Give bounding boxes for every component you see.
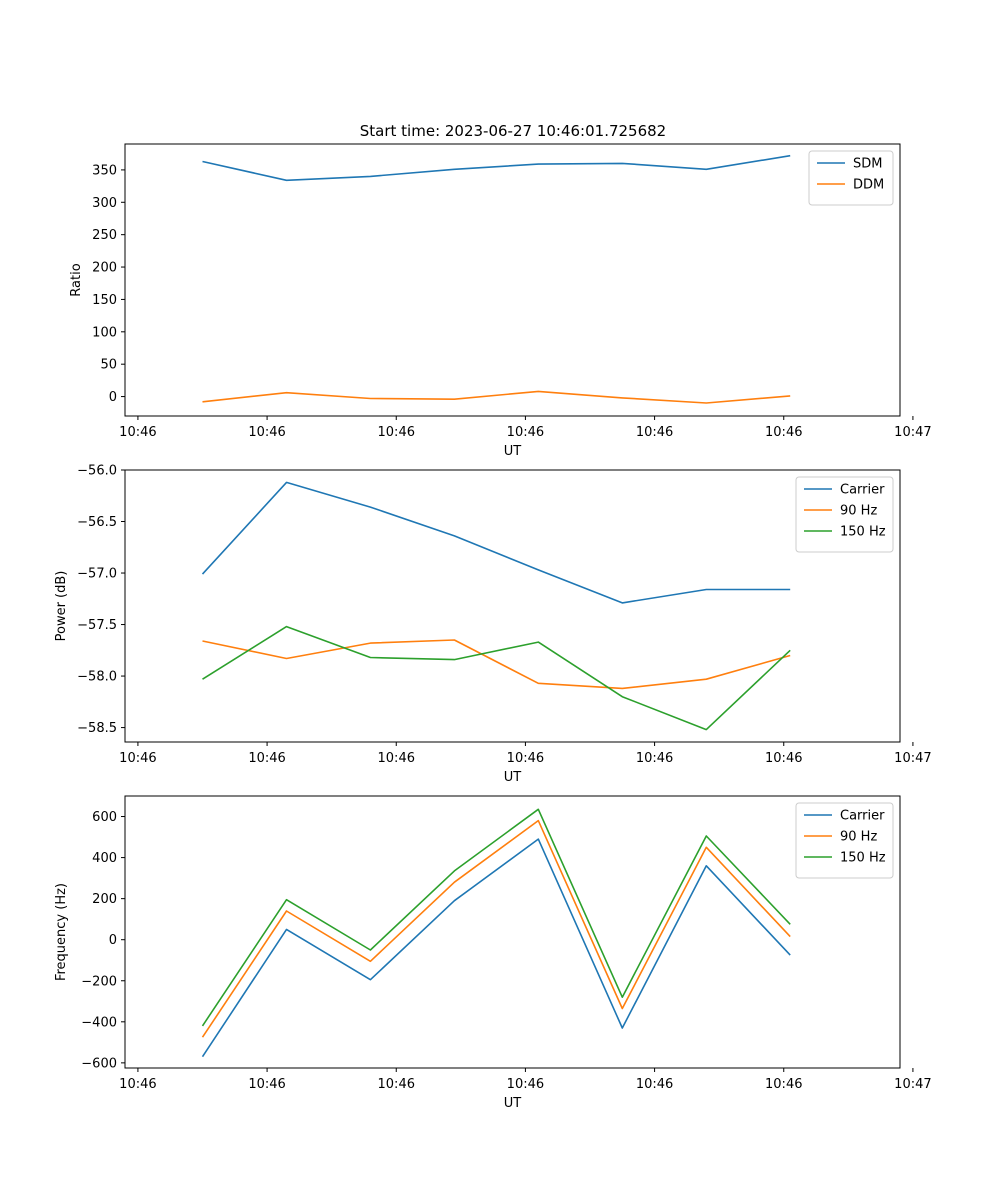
series-line-ddm [202,390,791,404]
y-tick-label: 100 [92,325,117,340]
x-tick-label: 10:46 [636,751,673,766]
y-tick-label: 200 [92,892,117,907]
y-tick-label: −58.0 [77,670,117,685]
series-line-90-hz [201,819,791,1038]
legend-label: 150 Hz [840,525,886,540]
y-tick-label: 350 [92,163,117,178]
axes-frame [124,469,901,743]
power-chart: 10:46 10:46 10:46 10:46 10:46 10:46 10:47 −58.5… [54,464,932,786]
x-tick-label: 10:46 [119,1077,156,1092]
series-line-90-hz [202,639,791,690]
y-tick-label: 50 [100,358,117,373]
x-tick-label: 10:47 [894,425,931,440]
y-tick-label: −57.5 [77,618,117,633]
legend-label: 90 Hz [840,504,877,519]
x-tick-label: 10:46 [248,1077,285,1092]
series-line-150-hz [202,625,791,731]
y-tick-label: −57.0 [77,567,117,582]
figure-title: Start time: 2023-06-27 10:46:01.725682 [360,122,666,140]
x-tick-label: 10:46 [507,1077,544,1092]
series-line-carrier [201,481,791,604]
x-tick-label: 10:46 [378,425,415,440]
y-tick-label: 200 [92,261,117,276]
y-axis-label: Frequency (Hz) [54,883,69,981]
y-tick-label: 300 [92,196,117,211]
y-tick-label: 600 [92,810,117,825]
ratio-chart: 10:46 10:46 10:46 10:46 10:46 10:46 10:47 0 50 10… [69,143,932,459]
x-tick-label: 10:46 [507,425,544,440]
y-tick-label: −58.5 [77,721,117,736]
x-tick-label: 10:46 [248,751,285,766]
x-tick-label: 10:46 [378,1077,415,1092]
y-tick-label: −400 [81,1015,117,1030]
x-axis-label: UT [504,444,522,459]
x-tick-label: 10:46 [765,425,802,440]
axes-frame [124,143,901,417]
y-tick-label: −56.5 [77,515,117,530]
series-line-150-hz [201,808,791,1027]
x-tick-label: 10:46 [765,1077,802,1092]
x-tick-label: 10:47 [894,1077,931,1092]
series-line-carrier [201,838,791,1058]
x-tick-label: 10:46 [636,425,673,440]
legend-label: SDM [853,157,882,172]
x-tick-label: 10:46 [119,425,156,440]
legend-label: 150 Hz [840,851,886,866]
legend-label: DDM [853,178,884,193]
x-tick-label: 10:46 [507,751,544,766]
y-tick-label: −200 [81,974,117,989]
y-axis-label: Power (dB) [54,571,69,642]
x-tick-label: 10:46 [248,425,285,440]
x-tick-label: 10:46 [378,751,415,766]
axes-frame [124,795,901,1069]
x-axis-label: UT [504,1096,522,1111]
frequency-chart: 10:46 10:46 10:46 10:46 10:46 10:46 10:47 −600 −… [54,795,932,1111]
legend-label: Carrier [840,483,885,498]
y-tick-label: 0 [109,390,117,405]
y-tick-label: 400 [92,851,117,866]
x-tick-label: 10:47 [894,751,931,766]
y-tick-label: 0 [109,933,117,948]
y-tick-label: 150 [92,293,117,308]
x-tick-label: 10:46 [636,1077,673,1092]
legend-box [795,802,894,879]
legend: Carrier 90 Hz 150 Hz [795,476,894,553]
x-axis-label: UT [504,770,522,785]
y-tick-label: 250 [92,228,117,243]
series-line-sdm [202,154,791,182]
legend-label: 90 Hz [840,830,877,845]
x-tick-label: 10:46 [119,751,156,766]
y-axis-label: Ratio [69,263,84,296]
y-tick-label: −56.0 [77,464,117,479]
legend: SDM DDM [808,150,894,206]
y-tick-label: −600 [81,1056,117,1071]
legend-box [808,150,894,206]
legend-label: Carrier [840,809,885,824]
legend-box [795,476,894,553]
legend: Carrier 90 Hz 150 Hz [795,802,894,879]
x-tick-label: 10:46 [765,751,802,766]
